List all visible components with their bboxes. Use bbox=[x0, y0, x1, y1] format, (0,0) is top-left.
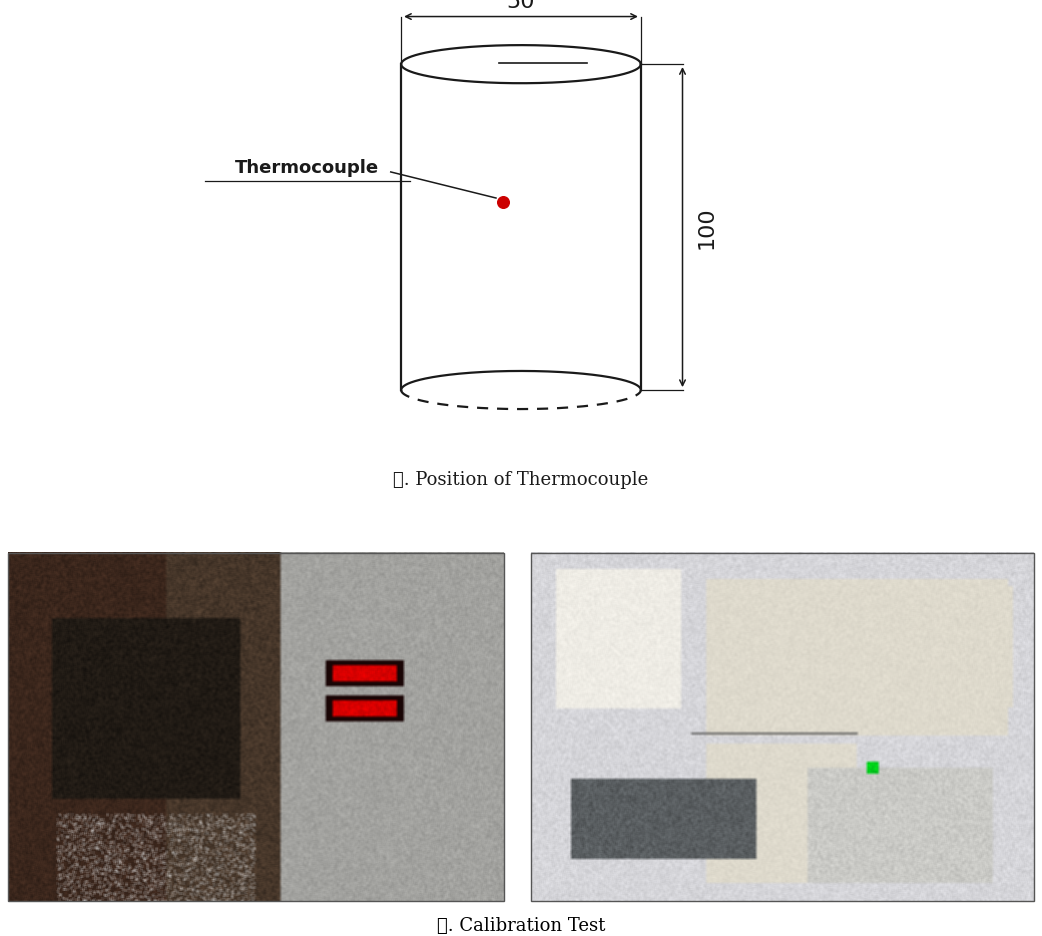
Text: 50: 50 bbox=[506, 0, 536, 11]
Point bbox=[495, 196, 512, 211]
Text: 나. Calibration Test: 나. Calibration Test bbox=[437, 916, 605, 934]
Text: 100: 100 bbox=[696, 207, 717, 249]
Text: Thermocouple: Thermocouple bbox=[235, 159, 379, 177]
Text: 가. Position of Thermocouple: 가. Position of Thermocouple bbox=[394, 470, 648, 489]
Bar bbox=[531, 553, 1034, 901]
Bar bbox=[8, 553, 504, 901]
